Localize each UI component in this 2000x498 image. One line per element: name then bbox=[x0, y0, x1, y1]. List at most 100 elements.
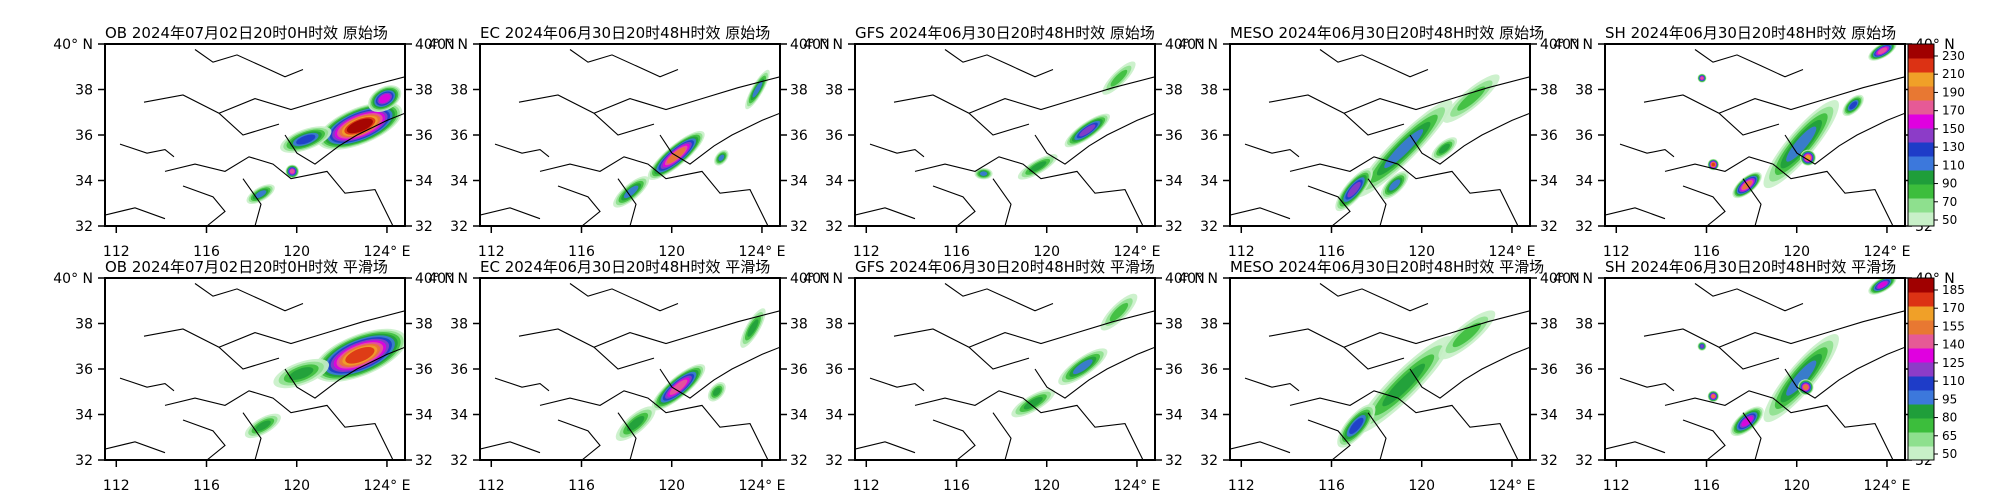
precip-contour bbox=[1803, 384, 1809, 390]
border-line bbox=[1319, 49, 1429, 78]
colorbar-swatch bbox=[1908, 86, 1934, 101]
precip-contour bbox=[255, 190, 267, 199]
x-tick-label: 120 bbox=[658, 478, 685, 494]
y-tick-label: 32 bbox=[1575, 453, 1593, 469]
y-tick-label-right: 36 bbox=[790, 128, 808, 144]
y-tick-label: 34 bbox=[825, 408, 843, 424]
precip-contour bbox=[1029, 161, 1047, 173]
colorbar-label: 90 bbox=[1942, 177, 1957, 191]
border-line bbox=[539, 156, 769, 226]
border-line bbox=[593, 310, 780, 348]
colorbar-swatch bbox=[1908, 72, 1934, 87]
y-tick-label-right: 40° N bbox=[1540, 271, 1580, 287]
panel-title: EC 2024年06月30日20时48H时效 平滑场 bbox=[480, 258, 770, 276]
precip-contour bbox=[345, 347, 375, 364]
x-tick-label: 120 bbox=[658, 244, 685, 260]
y-tick-label: 36 bbox=[1575, 362, 1593, 378]
x-tick-label: 120 bbox=[1408, 244, 1435, 260]
precip-contour bbox=[289, 169, 295, 174]
panel-title: EC 2024年06月30日20时48H时效 原始场 bbox=[480, 24, 770, 42]
border-line bbox=[494, 143, 550, 158]
panel-frame bbox=[1229, 277, 1531, 461]
y-tick-label: 32 bbox=[75, 219, 93, 235]
precip-field bbox=[613, 69, 770, 208]
border-line bbox=[1742, 412, 1762, 460]
y-tick-label: 36 bbox=[75, 362, 93, 378]
y-tick-label-right: 34 bbox=[415, 174, 433, 190]
precip-contour bbox=[979, 171, 988, 176]
colorbar-swatch bbox=[1908, 170, 1934, 185]
precip-contour bbox=[1700, 344, 1704, 348]
y-tick-label-right: 36 bbox=[1540, 128, 1558, 144]
y-tick-label: 34 bbox=[1200, 408, 1218, 424]
map-borders bbox=[1605, 283, 1905, 460]
y-tick-label-right: 34 bbox=[415, 408, 433, 424]
map-borders bbox=[855, 283, 1155, 460]
border-line bbox=[1367, 412, 1387, 460]
colorbar-label: 110 bbox=[1942, 374, 1965, 388]
border-line bbox=[143, 328, 280, 370]
border-line bbox=[1230, 207, 1291, 220]
map-borders bbox=[480, 49, 780, 226]
border-line bbox=[1682, 419, 1726, 460]
border-line bbox=[893, 328, 1030, 370]
precip-field bbox=[244, 328, 405, 439]
border-line bbox=[1643, 328, 1780, 370]
y-tick-label: 34 bbox=[825, 174, 843, 190]
y-tick-label: 40° N bbox=[428, 271, 468, 287]
border-line bbox=[968, 76, 1155, 114]
x-tick-label: 112 bbox=[1228, 478, 1255, 494]
y-tick-label-right: 32 bbox=[1540, 219, 1558, 235]
precip-contour bbox=[1711, 394, 1716, 399]
x-tick-label: 116 bbox=[568, 478, 595, 494]
x-tick-label: 112 bbox=[853, 478, 880, 494]
border-line bbox=[1664, 156, 1894, 226]
border-line bbox=[164, 156, 394, 226]
x-tick-label: 112 bbox=[478, 244, 505, 260]
border-line bbox=[1034, 346, 1155, 399]
y-tick-label-right: 38 bbox=[1165, 83, 1183, 99]
y-tick-label: 32 bbox=[825, 453, 843, 469]
y-tick-label-right: 32 bbox=[415, 219, 433, 235]
colorbar-label: 50 bbox=[1942, 213, 1957, 227]
x-tick-label: 112 bbox=[103, 244, 130, 260]
precip-contour bbox=[378, 94, 391, 104]
y-tick-label-right: 34 bbox=[790, 174, 808, 190]
y-tick-label: 40° N bbox=[1553, 37, 1593, 53]
border-line bbox=[659, 112, 780, 165]
colorbar-label: 110 bbox=[1942, 158, 1965, 172]
colorbar-swatch bbox=[1908, 44, 1934, 59]
panel-frame bbox=[1604, 277, 1906, 461]
y-tick-label-right: 34 bbox=[1165, 408, 1183, 424]
border-line bbox=[480, 441, 541, 454]
border-line bbox=[869, 143, 925, 158]
border-line bbox=[182, 185, 226, 226]
border-line bbox=[992, 178, 1012, 226]
panel-title: GFS 2024年06月30日20时48H时效 原始场 bbox=[855, 24, 1155, 42]
y-tick-label-right: 36 bbox=[1165, 362, 1183, 378]
y-tick-label-right: 40° N bbox=[1165, 37, 1205, 53]
colorbar-swatch bbox=[1908, 292, 1934, 307]
colorbar-swatch bbox=[1908, 184, 1934, 199]
colorbar-label: 190 bbox=[1942, 85, 1965, 99]
y-tick-label: 32 bbox=[1575, 219, 1593, 235]
border-line bbox=[557, 419, 601, 460]
y-tick-label: 38 bbox=[450, 317, 468, 333]
border-line bbox=[1307, 185, 1351, 226]
x-tick-label: 120 bbox=[1033, 478, 1060, 494]
border-line bbox=[617, 178, 637, 226]
panel-frame bbox=[854, 277, 1156, 461]
x-tick-label: 116 bbox=[568, 244, 595, 260]
colorbar-swatch bbox=[1908, 58, 1934, 73]
border-line bbox=[218, 76, 405, 114]
y-tick-label: 36 bbox=[825, 128, 843, 144]
border-line bbox=[105, 441, 166, 454]
y-tick-label-right: 38 bbox=[790, 317, 808, 333]
x-tick-label: 124° E bbox=[1488, 478, 1535, 494]
border-line bbox=[518, 328, 655, 370]
panel-frame bbox=[1604, 43, 1906, 227]
y-tick-label-right: 34 bbox=[1540, 408, 1558, 424]
colorbar-label: 70 bbox=[1942, 195, 1957, 209]
x-tick-label: 116 bbox=[193, 478, 220, 494]
